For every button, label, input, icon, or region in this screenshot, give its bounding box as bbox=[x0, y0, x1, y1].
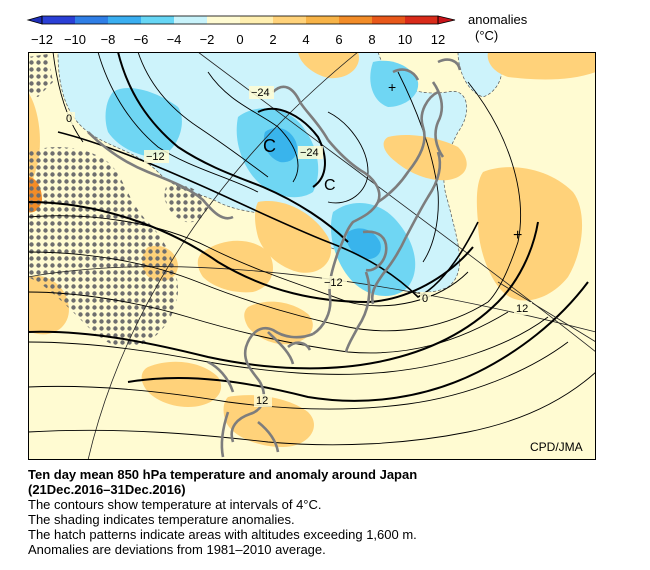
positive-anomaly-northeast bbox=[487, 52, 596, 80]
colorbar-cell bbox=[174, 16, 208, 24]
anomaly-colorbar: −12 −10 −8 −6 −4 −2 0 2 4 6 8 10 12 bbox=[26, 15, 456, 47]
colorbar-tick-label: 6 bbox=[335, 32, 342, 47]
credit-label: CPD/JMA bbox=[530, 440, 583, 454]
caption-line-shading: The shading indicates temperature anomal… bbox=[28, 512, 295, 527]
caption: Ten day mean 850 hPa temperature and ano… bbox=[28, 467, 628, 557]
graticule bbox=[28, 52, 596, 460]
colorbar-cell bbox=[306, 16, 340, 24]
colorbar-tick-label: −8 bbox=[101, 32, 116, 47]
positive-anomaly-east bbox=[476, 167, 583, 301]
contour-label: −12 bbox=[324, 277, 343, 289]
colorbar-cell bbox=[372, 16, 406, 24]
colorbar-tick-labels: −12 −10 −8 −6 −4 −2 0 2 4 6 8 10 12 bbox=[31, 32, 445, 47]
temperature-contours-thick bbox=[28, 52, 589, 402]
contour-labels: −24 −24 −12 0 −12 0 12 12 bbox=[64, 86, 532, 407]
positive-anomaly-yellow-sea bbox=[244, 301, 313, 345]
colorbar-tick-label: 2 bbox=[269, 32, 276, 47]
negative-anomaly-siberia-core bbox=[263, 127, 298, 163]
colorbar-cell bbox=[75, 16, 109, 24]
negative-anomaly-north-center bbox=[370, 60, 419, 107]
contour-label: −12 bbox=[146, 151, 165, 163]
contour-label: −24 bbox=[300, 147, 319, 159]
colorbar-cell bbox=[339, 16, 373, 24]
anomaly-map: −24 −24 −12 0 −12 0 12 12 C C + + bbox=[28, 52, 596, 460]
high-center-marker: + bbox=[388, 79, 396, 95]
contour-label: 0 bbox=[66, 113, 72, 125]
negative-anomaly-korea-core bbox=[346, 228, 381, 260]
low-center-marker: C bbox=[324, 177, 336, 194]
positive-anomaly-sea-of-japan bbox=[383, 135, 467, 181]
caption-line-contours: The contours show temperature at interva… bbox=[28, 497, 322, 512]
colorbar-cells bbox=[42, 16, 439, 24]
legend-title: anomalies bbox=[468, 12, 528, 27]
colorbar-tick-label: −4 bbox=[167, 32, 182, 47]
colorbar-left-arrow bbox=[26, 15, 43, 25]
freezing-line-zero bbox=[57, 131, 479, 298]
colorbar-tick-label: −6 bbox=[134, 32, 149, 47]
high-center-marker: + bbox=[513, 227, 522, 244]
circulation-markers: C C + + bbox=[263, 79, 522, 244]
positive-anomaly-china-south bbox=[141, 361, 222, 407]
contour-label: 12 bbox=[516, 303, 528, 315]
colorbar-cell bbox=[405, 16, 439, 24]
caption-title-line-1: Ten day mean 850 hPa temperature and ano… bbox=[28, 467, 418, 482]
positive-anomaly-north bbox=[298, 52, 359, 79]
caption-title-line-2: (21Dec.2016–31Dec.2016) bbox=[28, 482, 186, 497]
legend-unit: (°C) bbox=[475, 28, 499, 43]
colorbar-tick-label: −10 bbox=[64, 32, 86, 47]
negative-anomaly-west bbox=[105, 87, 182, 157]
contour-label: −24 bbox=[251, 87, 270, 99]
map-frame bbox=[28, 52, 596, 460]
temperature-contours bbox=[28, 52, 596, 446]
hatch-northwest bbox=[28, 54, 53, 97]
caption-line-baseline: Anomalies are deviations from 1981–2010 … bbox=[28, 542, 326, 557]
contour-label: 12 bbox=[256, 395, 268, 407]
colorbar-tick-label: 4 bbox=[302, 32, 309, 47]
caption-line-hatch: The hatch patterns indicate areas with a… bbox=[28, 527, 417, 542]
colorbar-tick-label: −12 bbox=[31, 32, 53, 47]
colorbar-tick-label: 10 bbox=[398, 32, 412, 47]
colorbar-tick-label: −2 bbox=[200, 32, 215, 47]
colorbar-cell bbox=[207, 16, 241, 24]
colorbar-right-arrow bbox=[437, 15, 456, 25]
colorbar-tick-label: 12 bbox=[431, 32, 445, 47]
low-center-marker: C bbox=[263, 136, 276, 156]
contour-label: 0 bbox=[422, 293, 428, 305]
colorbar-cell bbox=[42, 16, 76, 24]
colorbar-tick-label: 8 bbox=[368, 32, 375, 47]
colorbar-tick-label: 0 bbox=[236, 32, 243, 47]
colorbar-cell bbox=[273, 16, 307, 24]
colorbar-cell bbox=[240, 16, 274, 24]
colorbar-cell bbox=[141, 16, 175, 24]
colorbar-cell bbox=[108, 16, 142, 24]
hatch-tibet bbox=[28, 147, 178, 348]
